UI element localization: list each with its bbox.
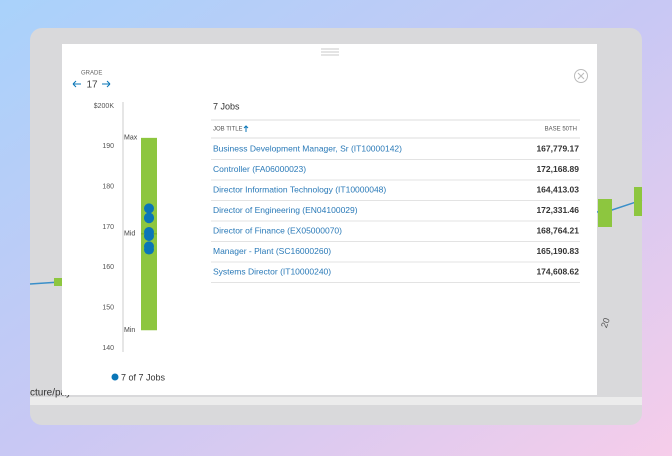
base-value: 174,608.62 <box>536 266 579 276</box>
base-value: 172,331.46 <box>536 205 579 215</box>
job-dot <box>144 241 154 252</box>
y-tick-label: 140 <box>102 345 114 352</box>
y-tick-label: 180 <box>102 184 114 191</box>
job-title[interactable]: Director of Engineering (EN04100029) <box>213 205 358 215</box>
job-dot <box>144 226 154 237</box>
table-title: 7 Jobs <box>213 101 240 111</box>
column-header: BASE 50TH <box>545 127 577 133</box>
y-tick-label: $200K <box>94 103 115 110</box>
base-value: 168,764.21 <box>536 225 579 235</box>
job-dot <box>144 212 154 223</box>
column-header[interactable]: JOB TITLE <box>213 127 243 133</box>
base-value: 164,413.03 <box>536 184 579 194</box>
close-button[interactable] <box>574 69 588 83</box>
y-tick-label: 170 <box>102 224 114 231</box>
y-tick-label: 190 <box>102 143 114 150</box>
base-value: 167,779.17 <box>536 143 579 153</box>
legend-label: 7 of 7 Jobs <box>121 372 166 382</box>
bg-box <box>598 199 612 227</box>
job-title[interactable]: Business Development Manager, Sr (IT1000… <box>213 143 402 153</box>
bg-box <box>54 278 62 286</box>
job-title[interactable]: Manager - Plant (SC16000260) <box>213 246 331 256</box>
bg-band <box>30 397 642 405</box>
job-title[interactable]: Director of Finance (EX05000070) <box>213 225 342 235</box>
legend-dot <box>111 373 119 381</box>
job-dot <box>144 203 154 214</box>
range-label: Mid <box>124 231 135 238</box>
base-value: 165,190.83 <box>536 246 579 256</box>
grade-value: 17 <box>86 80 98 91</box>
bg-path: cture/pay <box>30 388 71 399</box>
base-value: 172,168.89 <box>536 164 579 174</box>
next-grade[interactable] <box>102 80 111 88</box>
job-title[interactable]: Controller (FA06000023) <box>213 164 306 174</box>
range-label: Min <box>124 327 135 334</box>
y-tick-label: 160 <box>102 264 114 271</box>
job-title[interactable]: Director Information Technology (IT10000… <box>213 184 386 194</box>
prev-grade[interactable] <box>72 80 81 88</box>
bg-axis-tick: 20 <box>599 316 612 329</box>
job-title[interactable]: Systems Director (IT10000240) <box>213 266 331 276</box>
range-label: Max <box>124 135 138 142</box>
drag-handle <box>321 48 339 56</box>
y-tick-label: 150 <box>102 305 114 312</box>
grade-label: GRADE <box>81 71 102 77</box>
bg-box <box>634 187 642 216</box>
sort-icon <box>243 125 249 132</box>
close-icon <box>577 72 585 80</box>
